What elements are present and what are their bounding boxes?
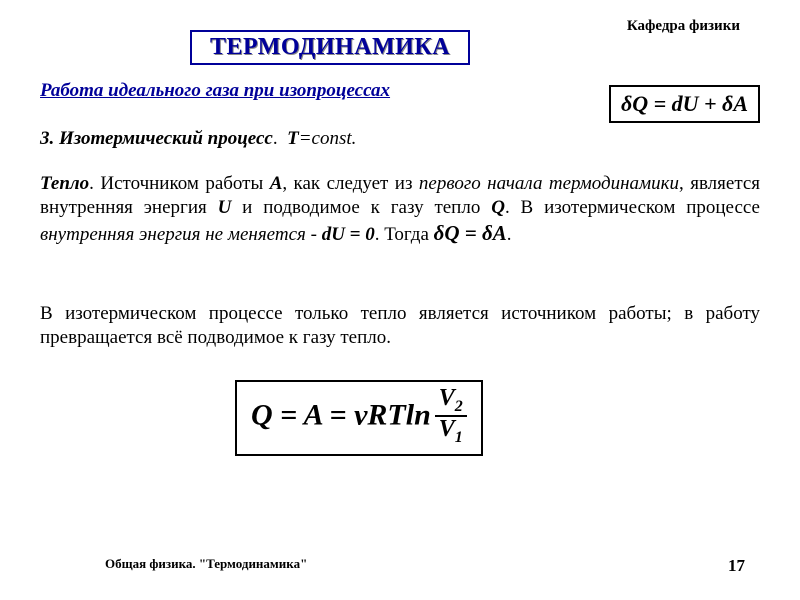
paragraph-conclusion: В изотермическом процессе только тепло я… xyxy=(40,302,760,350)
footer-course: Общая физика. "Термодинамика" xyxy=(105,556,307,572)
p1-Q: Q xyxy=(491,197,505,218)
formula-first-law: δQ = dU + δA xyxy=(609,85,760,123)
formula-numerator: V2 xyxy=(435,386,467,417)
formula-isothermal-work: Q = A = νRTln V2 V1 xyxy=(235,380,483,456)
p1-t7: . В изотермическом процессе xyxy=(505,197,760,218)
formula-denominator: V1 xyxy=(435,417,467,446)
formula-fraction: V2 V1 xyxy=(435,386,467,446)
section-name: Изотермический процесс xyxy=(59,128,273,149)
p1-dU: dU = 0 xyxy=(322,224,375,245)
title-box: ТЕРМОДИНАМИКА xyxy=(190,30,470,65)
department-label: Кафедра физики xyxy=(627,18,740,35)
p1-A: А xyxy=(270,173,283,194)
formula-lhs: Q = A = νRTln xyxy=(251,399,431,432)
p1-t9: - xyxy=(306,224,322,245)
p1-t4: первого начала термодинамики xyxy=(419,173,679,194)
p1-U: U xyxy=(218,197,232,218)
p1-t8: внутренняя энергия не меняется xyxy=(40,224,306,245)
section-const: =const. xyxy=(299,128,357,149)
section-var: T xyxy=(287,128,299,149)
subtitle: Работа идеального газа при изопроцессах xyxy=(40,80,390,102)
page-number: 17 xyxy=(728,556,745,576)
paragraph-heat: Тепло. Источником работы А, как следует … xyxy=(40,172,760,246)
section-number: 3. xyxy=(40,128,54,149)
p1-t6: и подводимое к газу тепло xyxy=(231,197,491,218)
p1-eq: δQ = δA xyxy=(434,221,507,245)
page-title: ТЕРМОДИНАМИКА xyxy=(210,34,450,60)
p1-t3: , как следует из xyxy=(282,173,419,194)
section-heading: 3. Изотермический процесс. T=const. xyxy=(40,128,356,150)
p1-t1: Тепло xyxy=(40,173,89,194)
p1-t11: . xyxy=(507,224,512,245)
p1-t2: . Источником работы xyxy=(89,173,270,194)
p1-t10: . Тогда xyxy=(375,224,434,245)
